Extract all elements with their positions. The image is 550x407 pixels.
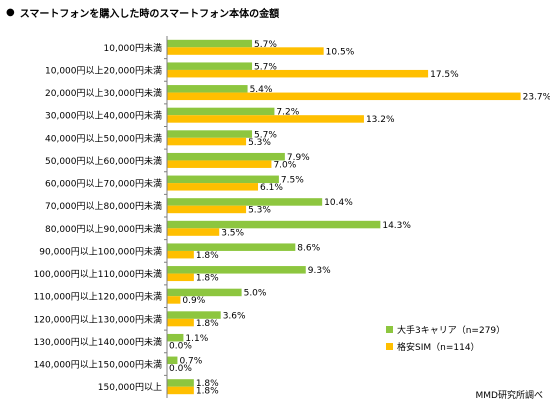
bar-carrier <box>167 39 253 48</box>
chart-title: ● スマートフォンを購入した時のスマートフォン本体の金額 <box>6 5 279 20</box>
bar-carrier <box>167 379 194 387</box>
data-label-carrier: 10.4% <box>324 198 353 208</box>
data-label-sim: 13.2% <box>366 115 395 125</box>
bar-sim <box>167 205 247 214</box>
category-label: 70,000円以上80,000円未満 <box>45 200 162 212</box>
data-label-carrier: 5.7% <box>254 130 277 140</box>
data-label-sim: 5.3% <box>248 138 271 148</box>
bar-carrier <box>167 85 248 93</box>
data-label-sim: 0.9% <box>182 296 205 306</box>
legend-item-sim: 格安SIM（n=114） <box>386 338 505 355</box>
data-label-carrier: 5.7% <box>254 62 277 72</box>
bar-carrier <box>167 198 323 206</box>
category-label: 10,000円未満 <box>104 42 163 54</box>
bar-sim <box>167 318 194 327</box>
data-label-carrier: 7.9% <box>287 153 310 163</box>
data-label-carrier: 0.7% <box>179 357 202 367</box>
bar-sim <box>167 296 181 304</box>
data-label-sim: 7.0% <box>273 160 296 170</box>
category-label: 150,000円以上 <box>98 382 162 393</box>
data-label-sim: 17.5% <box>430 70 459 80</box>
bar-sim <box>167 183 259 191</box>
bar-carrier <box>167 266 306 274</box>
legend-item-carrier: 大手3キャリア（n=279） <box>386 321 505 338</box>
legend-label-carrier: 大手3キャリア（n=279） <box>397 326 506 336</box>
bar-sim <box>167 250 194 259</box>
bar-carrier <box>167 243 296 251</box>
data-label-carrier: 14.3% <box>382 221 411 231</box>
data-label-carrier: 7.2% <box>276 108 299 118</box>
bar-sim <box>167 92 521 101</box>
legend-swatch-carrier <box>386 326 393 333</box>
bar-carrier <box>167 62 253 70</box>
data-label-sim: 1.8% <box>196 319 219 329</box>
source-note: MMD研究所調べ <box>475 391 543 401</box>
category-label: 10,000円以上20,000円未満 <box>45 64 162 76</box>
data-label-carrier: 1.1% <box>185 334 208 344</box>
category-label: 90,000円以上100,000円未満 <box>39 245 162 257</box>
data-label-carrier: 3.6% <box>223 311 246 321</box>
data-label-sim: 23.7% <box>523 93 550 103</box>
bar-carrier <box>167 175 279 184</box>
bar-carrier <box>167 152 285 161</box>
data-label-carrier: 1.8% <box>196 379 219 389</box>
category-label: 50,000円以上60,000円未満 <box>45 155 162 167</box>
data-label-sim: 1.8% <box>196 387 219 397</box>
data-label-sim: 5.3% <box>248 206 271 216</box>
bar-sim <box>167 273 194 282</box>
bar-carrier <box>167 333 184 342</box>
bar-sim <box>167 69 429 78</box>
data-label-carrier: 5.4% <box>250 85 273 95</box>
data-label-sim: 0.0% <box>169 364 192 374</box>
bar-carrier <box>167 288 242 297</box>
data-label-carrier: 8.6% <box>297 243 320 253</box>
data-label-sim: 1.8% <box>196 274 219 284</box>
bullet-icon: ● <box>6 7 15 18</box>
bar-carrier <box>167 356 178 365</box>
category-label: 140,000円以上150,000円未満 <box>34 359 162 371</box>
data-label-carrier: 5.7% <box>254 40 277 50</box>
data-label-sim: 1.8% <box>196 251 219 261</box>
data-label-sim: 10.5% <box>326 47 355 57</box>
data-label-carrier: 5.0% <box>244 289 267 299</box>
category-label: 20,000円以上30,000円未満 <box>45 87 162 99</box>
legend: 大手3キャリア（n=279） 格安SIM（n=114） <box>386 321 505 355</box>
bar-carrier <box>167 311 221 319</box>
category-label: 30,000円以上40,000円未満 <box>45 110 162 122</box>
bar-sim <box>167 160 272 168</box>
bar-carrier <box>167 107 275 116</box>
category-label: 130,000円以上140,000円未満 <box>34 336 162 348</box>
legend-label-sim: 格安SIM（n=114） <box>397 343 480 353</box>
data-label-sim: 6.1% <box>260 183 283 193</box>
category-label: 120,000円以上130,000円未満 <box>34 313 162 325</box>
category-label: 80,000円以上90,000円未満 <box>45 223 162 235</box>
data-label-carrier: 7.5% <box>281 176 304 186</box>
bar-carrier <box>167 220 381 229</box>
category-label: 110,000円以上120,000円未満 <box>34 291 162 303</box>
category-label: 40,000円以上50,000円未満 <box>45 132 162 144</box>
bar-sim <box>167 137 247 146</box>
bar-sim <box>167 47 324 55</box>
bar-sim <box>167 115 364 123</box>
bar-sim <box>167 228 220 236</box>
category-label: 100,000円以上110,000円未満 <box>34 268 162 280</box>
legend-swatch-sim <box>386 343 393 350</box>
data-label-carrier: 9.3% <box>308 266 331 276</box>
data-label-sim: 0.0% <box>169 341 192 351</box>
category-label: 60,000円以上70,000円未満 <box>45 178 162 190</box>
bar-carrier <box>167 130 253 138</box>
bar-sim <box>167 386 194 395</box>
data-label-sim: 3.5% <box>221 228 244 238</box>
chart-title-text: スマートフォンを購入した時のスマートフォン本体の金額 <box>19 9 280 20</box>
